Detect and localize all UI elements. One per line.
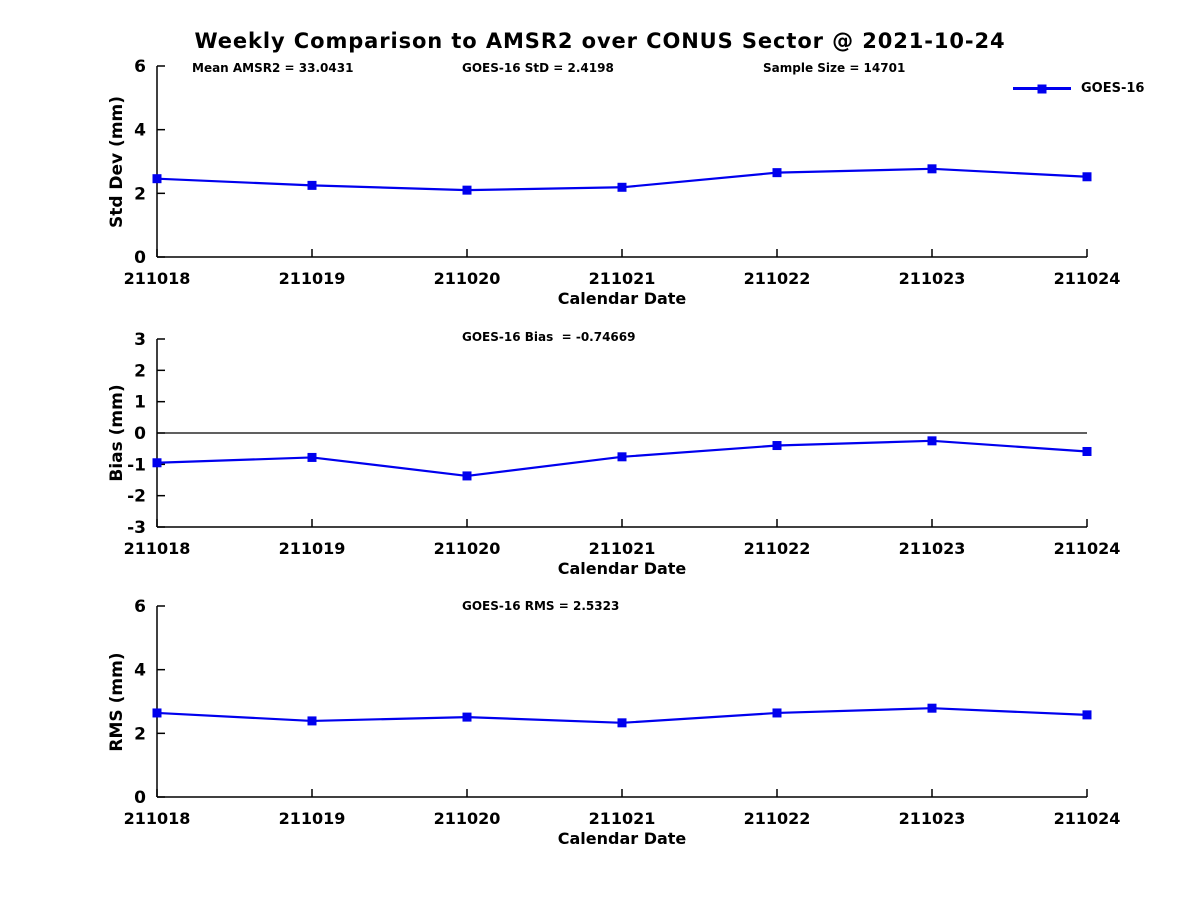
y-tick-label: 2 <box>134 724 146 744</box>
series-marker <box>1082 446 1092 456</box>
x-tick-label: 211019 <box>279 269 346 288</box>
series-marker <box>307 452 317 462</box>
x-tick-label: 211021 <box>589 269 656 288</box>
series-marker <box>617 452 627 462</box>
series-marker <box>462 185 472 195</box>
x-tick-label: 211022 <box>744 269 811 288</box>
y-tick-label: 4 <box>134 121 146 141</box>
series-marker <box>772 708 782 718</box>
x-tick-label: 211018 <box>124 539 191 558</box>
y-tick-label: 0 <box>134 248 146 268</box>
series-marker <box>617 182 627 192</box>
y-tick-label: 4 <box>134 661 146 681</box>
figure-title: Weekly Comparison to AMSR2 over CONUS Se… <box>194 29 1006 53</box>
x-tick-label: 211021 <box>589 539 656 558</box>
series-marker <box>772 441 782 451</box>
y-tick-label: 6 <box>134 597 146 617</box>
legend-square-marker-icon <box>1037 84 1047 93</box>
series-marker <box>307 180 317 190</box>
series-marker <box>307 716 317 726</box>
x-tick-label: 211023 <box>899 539 966 558</box>
stat-sample-size: Sample Size = 14701 <box>763 61 906 75</box>
x-tick-label: 211022 <box>744 809 811 828</box>
y-tick-label: 2 <box>134 184 146 204</box>
x-tick-label: 211023 <box>899 269 966 288</box>
x-tick-label: 211021 <box>589 809 656 828</box>
legend: GOES-16 <box>1013 81 1144 96</box>
series-marker <box>927 436 937 446</box>
x-tick-label: 211019 <box>279 809 346 828</box>
y-tick-label: 6 <box>134 57 146 77</box>
series-marker <box>462 712 472 722</box>
series-marker <box>1082 172 1092 182</box>
x-tick-label: 211024 <box>1054 539 1121 558</box>
legend-line-sample <box>1013 84 1071 93</box>
series-marker <box>927 164 937 174</box>
series-marker <box>617 718 627 728</box>
y-tick-label: -3 <box>127 518 146 538</box>
xlabel-std-dev: Calendar Date <box>557 289 687 308</box>
x-tick-label: 211024 <box>1054 269 1121 288</box>
x-tick-label: 211023 <box>899 809 966 828</box>
x-tick-label: 211018 <box>124 269 191 288</box>
stat-goes16-bias: GOES-16 Bias = -0.74669 <box>462 330 636 344</box>
x-tick-label: 211018 <box>124 809 191 828</box>
series-marker <box>772 168 782 178</box>
xlabel-bias: Calendar Date <box>557 559 687 578</box>
x-tick-label: 211024 <box>1054 809 1121 828</box>
series-marker <box>1082 710 1092 720</box>
series-marker <box>152 458 162 468</box>
y-tick-label: 3 <box>134 330 146 350</box>
x-tick-label: 211020 <box>434 539 501 558</box>
x-tick-label: 211022 <box>744 539 811 558</box>
y-tick-label: -2 <box>127 487 146 507</box>
stat-goes16-rms: GOES-16 RMS = 2.5323 <box>462 599 620 613</box>
y-tick-label: 0 <box>134 788 146 808</box>
legend-label: GOES-16 <box>1081 81 1145 96</box>
x-tick-label: 211020 <box>434 269 501 288</box>
y-tick-label: 1 <box>134 393 146 413</box>
y-tick-label: -1 <box>127 455 146 475</box>
series-marker <box>927 703 937 713</box>
series-marker <box>462 471 472 481</box>
y-tick-label: 2 <box>134 361 146 381</box>
x-tick-label: 211019 <box>279 539 346 558</box>
stat-goes16-std: GOES-16 StD = 2.4198 <box>462 61 614 75</box>
series-marker <box>152 174 162 184</box>
y-tick-label: 0 <box>134 424 146 444</box>
stat-mean-amsr2: Mean AMSR2 = 33.0431 <box>192 61 354 75</box>
series-marker <box>152 708 162 718</box>
x-tick-label: 211020 <box>434 809 501 828</box>
xlabel-rms: Calendar Date <box>557 829 687 848</box>
